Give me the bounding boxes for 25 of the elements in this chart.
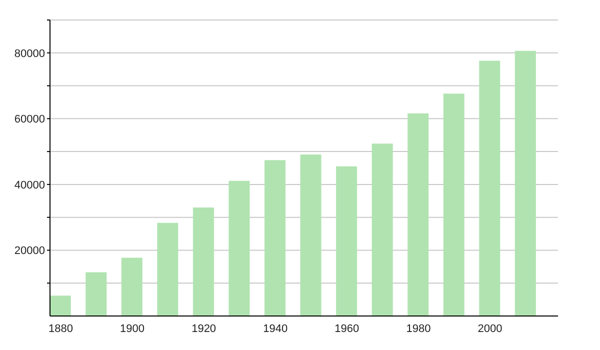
y-tick-label: 80000 <box>14 48 45 60</box>
bar <box>372 144 393 316</box>
bar <box>157 222 178 316</box>
bar <box>443 94 464 316</box>
x-tick-label: 2000 <box>478 322 502 335</box>
bar <box>514 50 536 316</box>
x-tick-label: 1940 <box>263 322 288 335</box>
bar <box>86 272 107 316</box>
x-tick-label: 1900 <box>120 322 145 335</box>
bar <box>50 296 71 316</box>
bar <box>479 60 500 316</box>
x-tick-label: 1980 <box>406 322 431 335</box>
y-tick-label: 60000 <box>14 114 45 126</box>
y-tick-label: 20000 <box>14 245 45 258</box>
bar <box>408 113 429 316</box>
bar <box>192 207 214 316</box>
bar <box>264 160 286 316</box>
bar <box>300 154 322 316</box>
bar <box>121 258 142 316</box>
x-tick-label: 1960 <box>334 322 360 335</box>
bar <box>228 180 250 316</box>
x-tick-label: 1880 <box>48 322 73 335</box>
bar <box>336 166 358 316</box>
y-tick-label: 40000 <box>14 179 45 192</box>
x-tick-label: 1920 <box>192 322 216 335</box>
